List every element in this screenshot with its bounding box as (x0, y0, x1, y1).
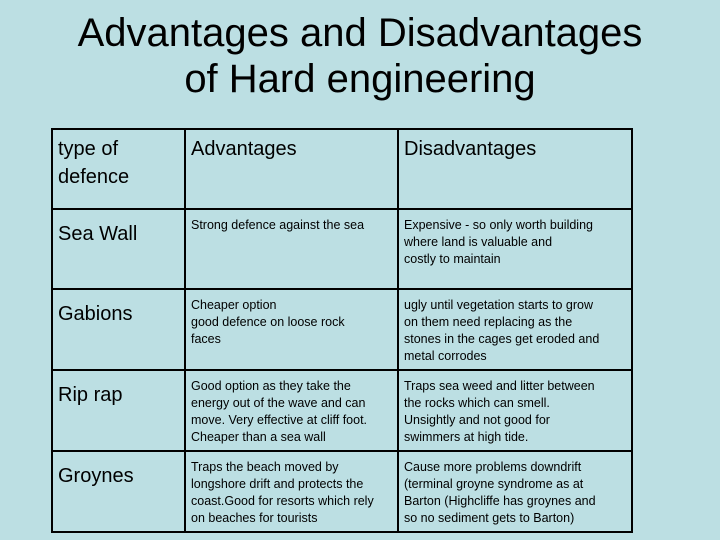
title-line-2: of Hard engineering (184, 57, 536, 101)
row-disadvantages: Cause more problems downdrift (terminal … (397, 450, 633, 533)
row-advantages: Cheaper option good defence on loose roc… (184, 288, 399, 371)
row-type: Sea Wall (51, 208, 186, 290)
row-disadvantages: Traps sea weed and litter between the ro… (397, 369, 633, 452)
header-disadvantages: Disadvantages (397, 128, 633, 210)
row-advantages: Strong defence against the sea (184, 208, 399, 290)
title-line-1: Advantages and Disadvantages (77, 11, 643, 55)
comparison-table: type of defence Advantages Disadvantages… (51, 128, 633, 533)
table-row: Sea Wall Strong defence against the sea … (51, 208, 633, 290)
row-type: Groynes (51, 450, 186, 533)
header-advantages: Advantages (184, 128, 399, 210)
row-disadvantages: Expensive - so only worth building where… (397, 208, 633, 290)
row-advantages: Good option as they take the energy out … (184, 369, 399, 452)
header-type: type of defence (51, 128, 186, 210)
table-row: Gabions Cheaper option good defence on l… (51, 288, 633, 371)
row-disadvantages: ugly until vegetation starts to grow on … (397, 288, 633, 371)
row-type: Gabions (51, 288, 186, 371)
row-advantages: Traps the beach moved by longshore drift… (184, 450, 399, 533)
slide-title: Advantages and Disadvantages of Hard eng… (0, 10, 720, 102)
table-header-row: type of defence Advantages Disadvantages (51, 128, 633, 210)
table-row: Rip rap Good option as they take the ene… (51, 369, 633, 452)
table-row: Groynes Traps the beach moved by longsho… (51, 450, 633, 533)
row-type: Rip rap (51, 369, 186, 452)
